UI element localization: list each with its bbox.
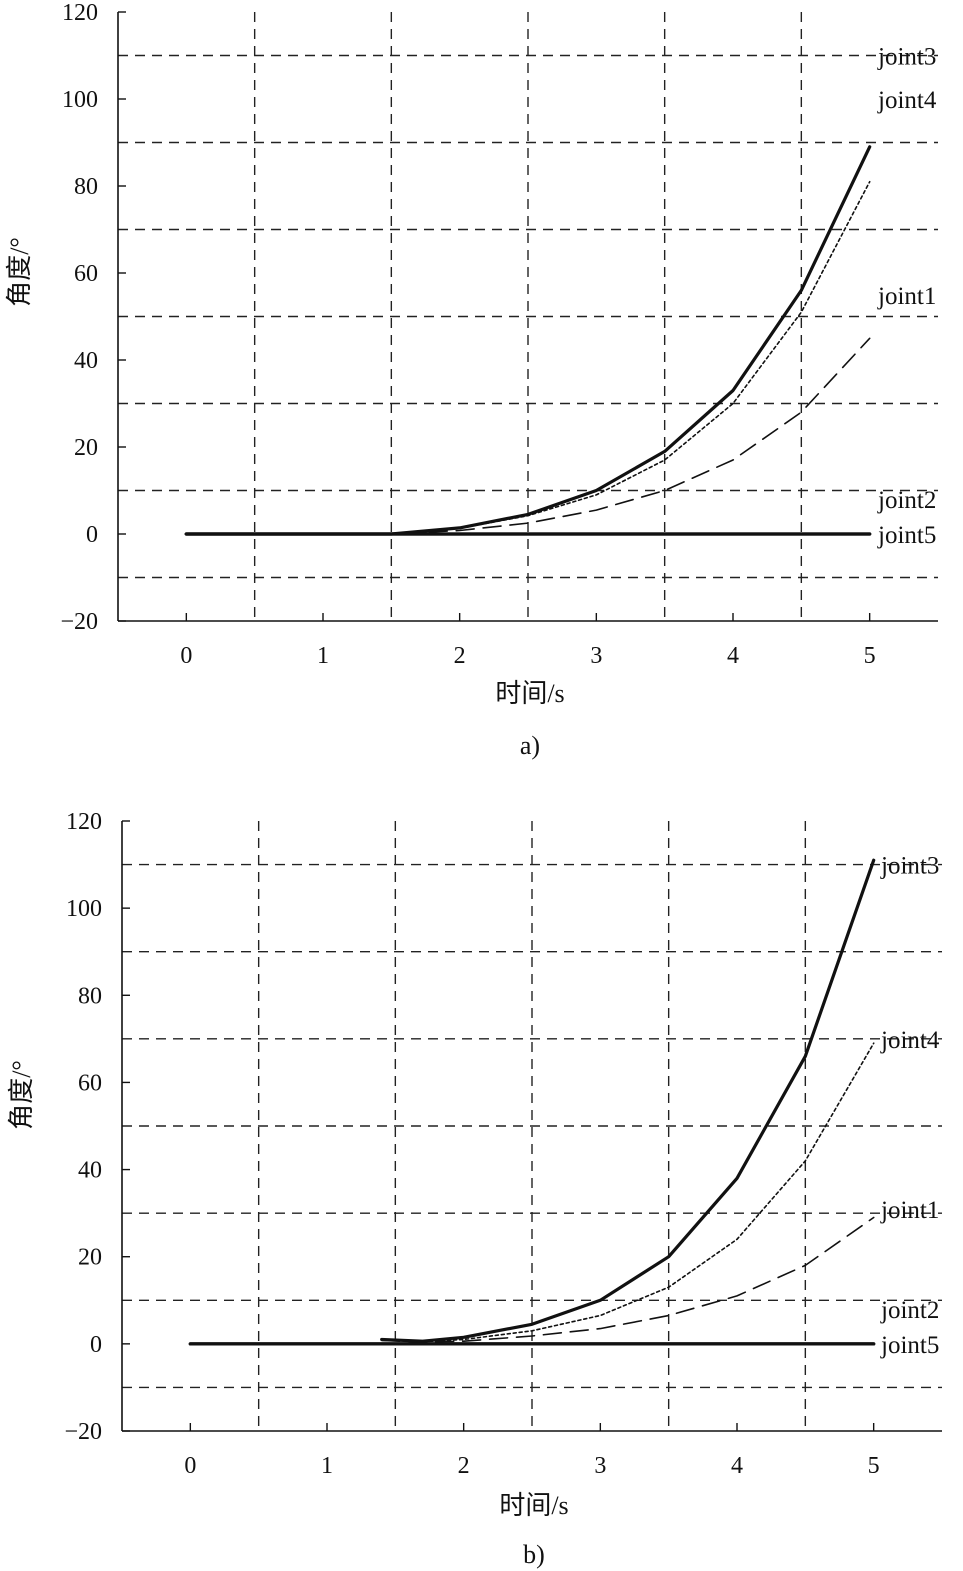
series-label-joint1: joint1 xyxy=(880,1197,939,1224)
x-tick-label: 2 xyxy=(454,643,466,669)
x-axis-label: 时间/s xyxy=(495,679,564,708)
x-tick-label: 5 xyxy=(868,1453,880,1479)
y-tick-label: 120 xyxy=(66,809,102,835)
y-tick-label: 60 xyxy=(78,1070,102,1096)
series-label-joint4: joint4 xyxy=(880,1027,940,1054)
series-label-joint5: joint5 xyxy=(877,522,936,549)
panel-caption: a) xyxy=(520,731,540,760)
y-tick-label: 100 xyxy=(62,87,98,113)
x-tick-label: 1 xyxy=(317,643,329,669)
series-label-joint3: joint3 xyxy=(880,853,939,880)
y-tick-label: 20 xyxy=(78,1245,102,1271)
x-tick-label: 4 xyxy=(731,1453,743,1479)
series-line-joint4 xyxy=(380,1042,875,1343)
series-label-joint2: joint2 xyxy=(880,1297,939,1324)
x-tick-label: 2 xyxy=(458,1453,470,1479)
y-tick-label: 80 xyxy=(74,174,98,200)
y-axis-label: 角度/° xyxy=(7,1060,36,1130)
series-label-joint2: joint2 xyxy=(877,487,936,514)
y-tick-label: 40 xyxy=(78,1158,102,1184)
y-tick-label: 80 xyxy=(78,983,102,1009)
x-tick-label: 0 xyxy=(184,1453,196,1479)
series-line-joint1 xyxy=(380,1216,875,1343)
chart-panel-b: −20 0 20 40 60 80 100 120 0 1 2 3 4 5 时间/s 角度/° joint3 jo… xyxy=(7,809,942,1569)
x-tick-label: 3 xyxy=(590,643,602,669)
y-tick-label: 60 xyxy=(74,261,98,287)
grid xyxy=(122,821,942,1431)
series-label-joint1: joint1 xyxy=(877,283,936,310)
grid xyxy=(118,12,938,621)
y-tick-label: 20 xyxy=(74,435,98,461)
panel-caption: b) xyxy=(523,1540,545,1569)
x-tick-label: 5 xyxy=(864,643,876,669)
series-label-joint5: joint5 xyxy=(880,1332,939,1359)
y-tick-label: 120 xyxy=(62,0,98,26)
x-tick-label: 3 xyxy=(594,1453,606,1479)
y-tick-label: 40 xyxy=(74,348,98,374)
series-line-joint3 xyxy=(380,858,876,1343)
y-tick-label: −20 xyxy=(64,1419,102,1445)
x-tick-label: 1 xyxy=(321,1453,333,1479)
y-tick-label: 100 xyxy=(66,896,102,922)
chart-panel-a: −20 0 20 40 60 80 100 120 0 1 2 3 4 5 时间/s 角度/° joint3 jo… xyxy=(5,0,938,760)
x-tick-label: 4 xyxy=(727,643,739,669)
y-tick-label: −20 xyxy=(60,609,98,635)
y-tick-label: 0 xyxy=(86,522,98,548)
y-tick-label: 0 xyxy=(90,1332,102,1358)
x-axis-label: 时间/s xyxy=(499,1491,568,1520)
series-line-joint1 xyxy=(185,337,871,535)
series-label-joint3: joint3 xyxy=(877,44,936,71)
series-label-joint4: joint4 xyxy=(877,87,937,114)
y-axis-label: 角度/° xyxy=(5,237,34,307)
x-tick-label: 0 xyxy=(180,643,192,669)
